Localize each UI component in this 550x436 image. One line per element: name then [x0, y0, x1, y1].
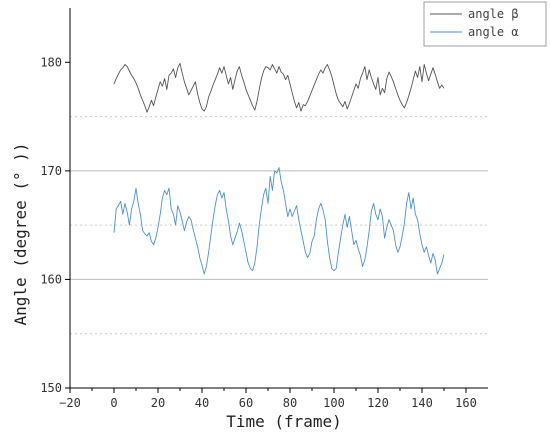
- x-tick-label: 100: [323, 396, 345, 410]
- axes: [69, 8, 488, 389]
- y-tick-label: 150: [40, 381, 62, 395]
- legend-entry-label: angle α: [468, 25, 519, 39]
- series-layer: [113, 62, 445, 275]
- tick-labels: −20 0 20 40 60 80 100 120 140 160 150 160 170 180: [40, 55, 477, 410]
- y-tick-label: 160: [40, 272, 62, 286]
- x-tick-label: 60: [239, 396, 253, 410]
- x-tick-label: 140: [411, 396, 433, 410]
- x-tick-label: 40: [195, 396, 209, 410]
- y-tick-label: 170: [40, 164, 62, 178]
- series-line-angle-alpha: [113, 167, 445, 275]
- x-tick-label: 120: [367, 396, 389, 410]
- series-line-angle-beta: [113, 62, 445, 113]
- x-tick-label: 80: [283, 396, 297, 410]
- legend-entry-label: angle β: [468, 7, 519, 21]
- x-tick-label: 160: [455, 396, 477, 410]
- y-tick-label: 180: [40, 55, 62, 69]
- x-tick-label: 0: [110, 396, 117, 410]
- legend: angle β angle α: [423, 1, 547, 47]
- x-tick-label: −20: [59, 396, 81, 410]
- y-axis-label: Angle (degree (° )): [11, 142, 30, 325]
- x-tick-label: 20: [151, 396, 165, 410]
- plot-area-frame: [70, 8, 488, 388]
- grid-lines: [70, 116, 488, 335]
- x-axis-label: Time (frame): [226, 412, 342, 431]
- legend-box: [423, 1, 547, 47]
